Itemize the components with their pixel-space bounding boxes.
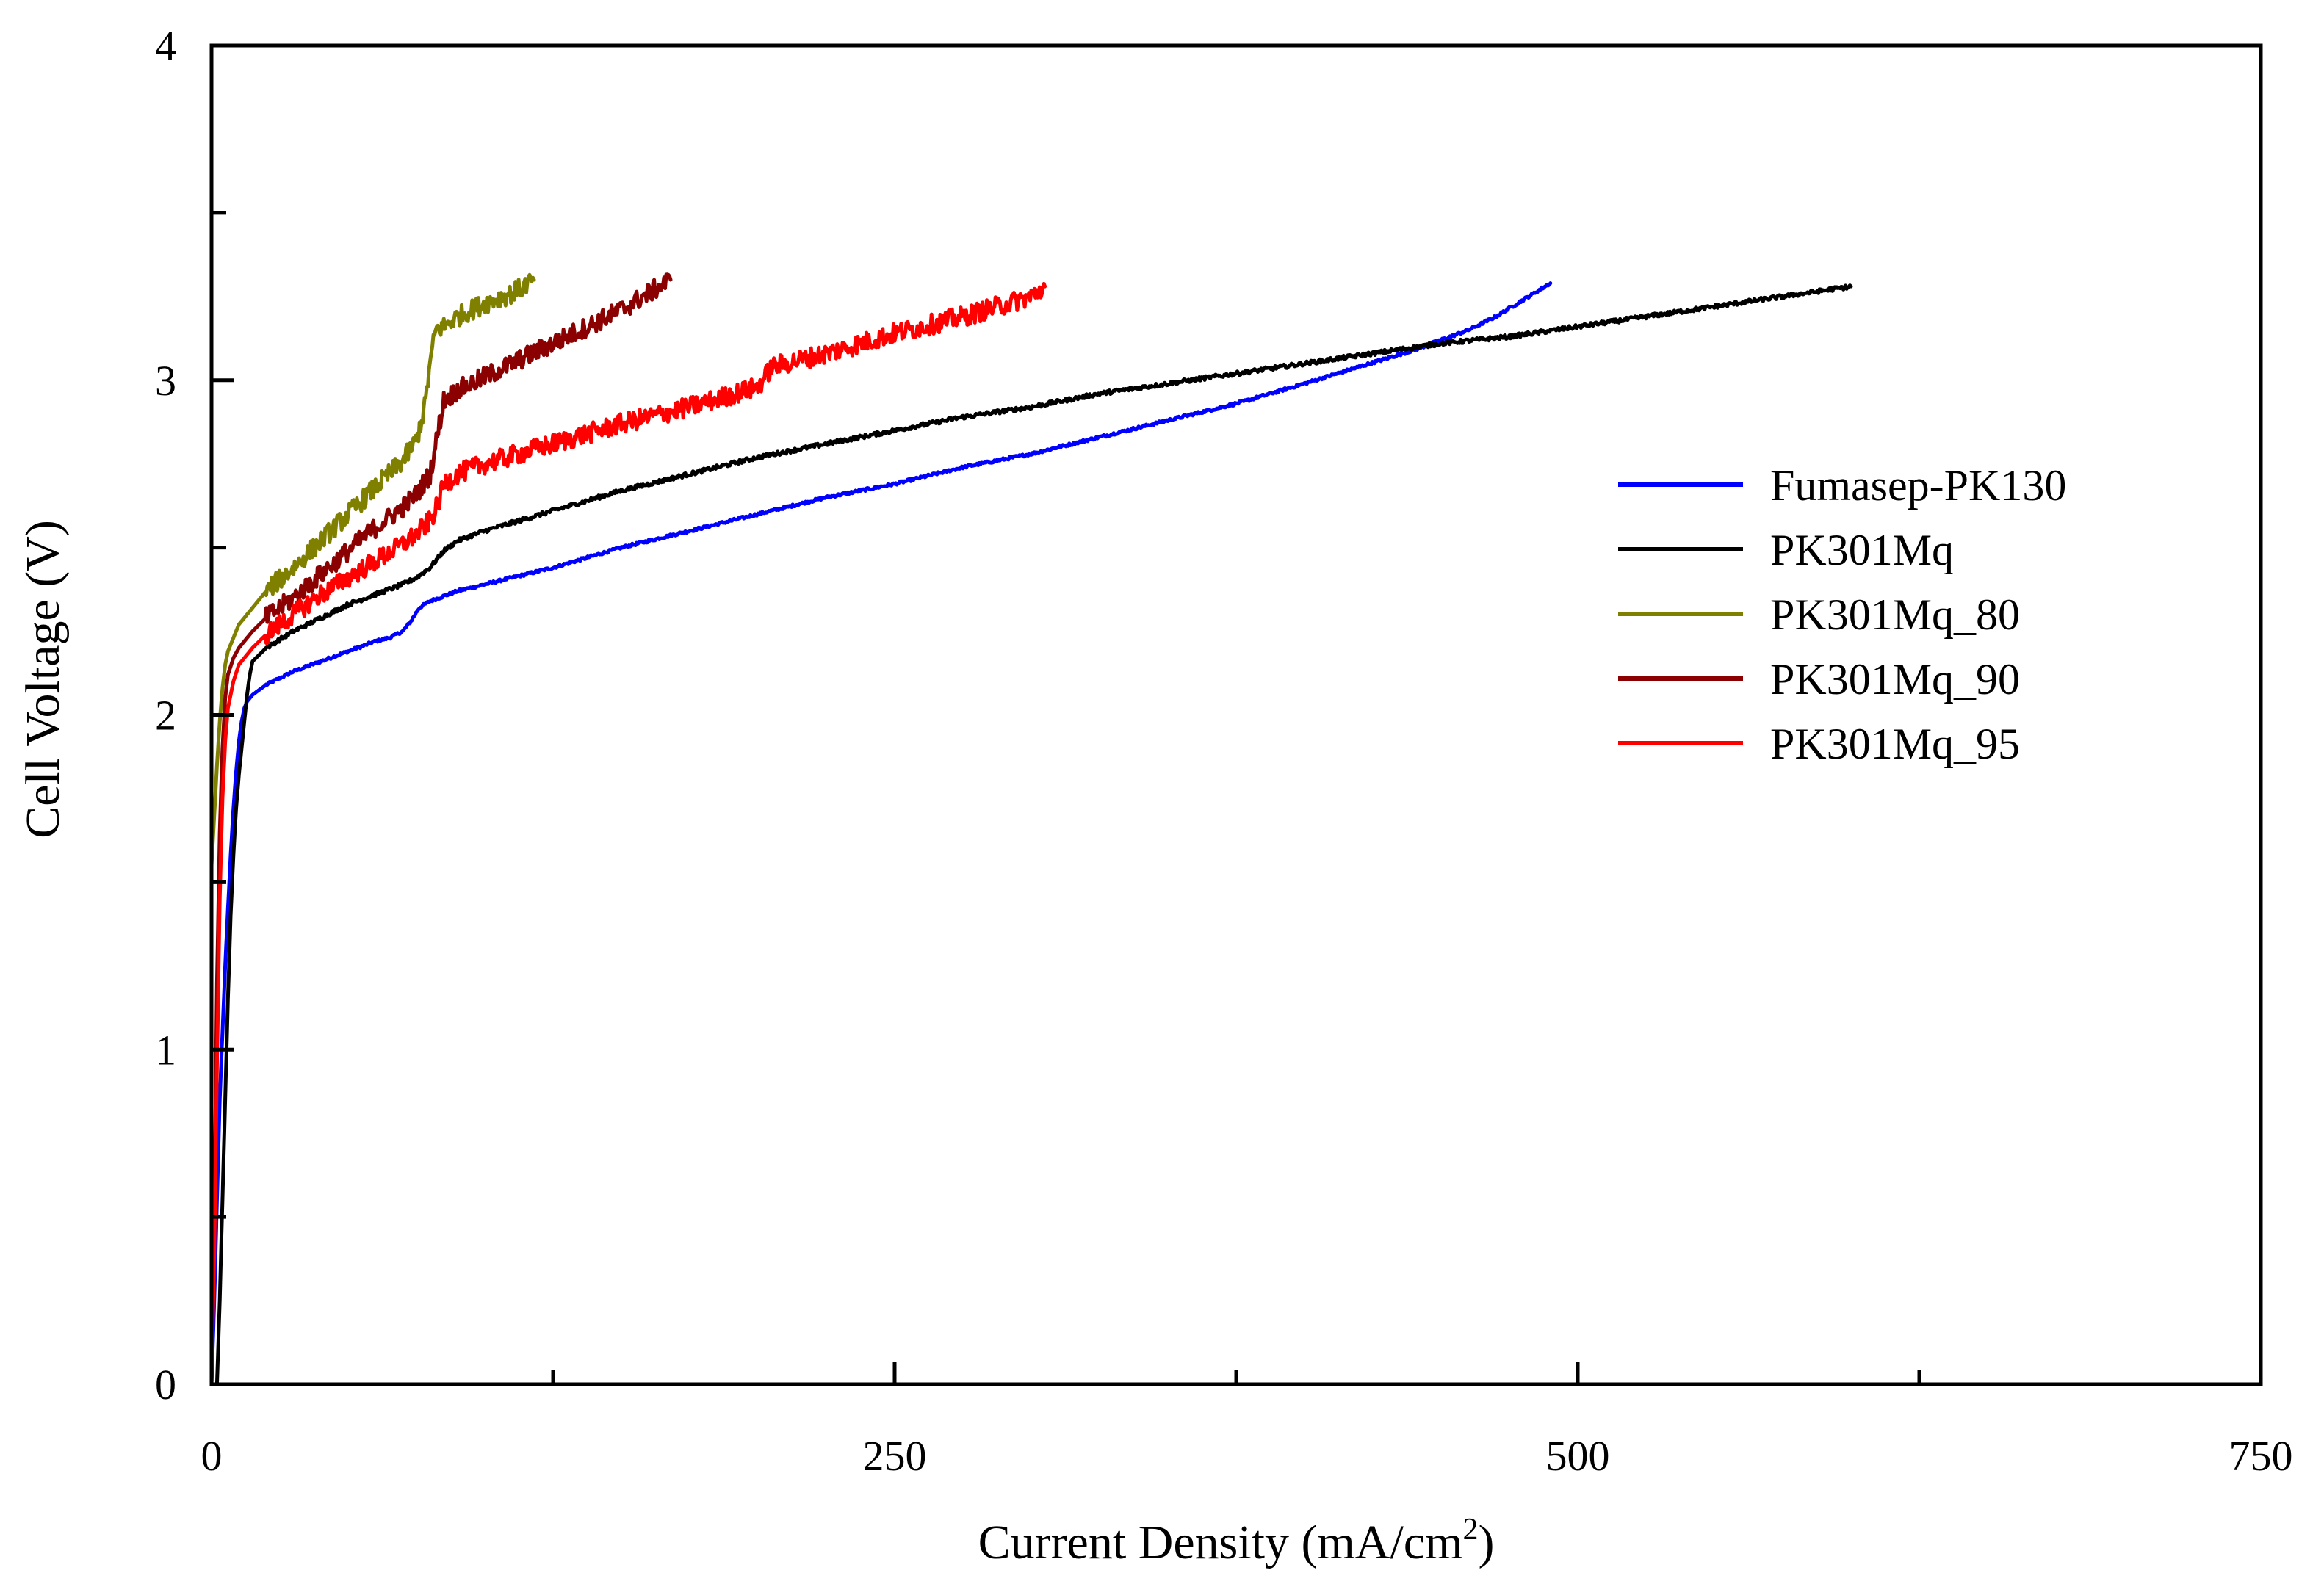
series-line-pk301mq-80 [209, 272, 536, 868]
y-axis-title: Cell Voltage (V) [16, 520, 70, 839]
legend: Fumasep-PK130 PK301Mq PK301Mq_80 PK301Mq_90… [1618, 461, 2066, 768]
series-layer [209, 272, 1853, 1386]
y-tick-label: 2 [155, 692, 176, 739]
y-tick-label: 4 [155, 22, 176, 70]
x-tick-label: 750 [2229, 1432, 2293, 1480]
x-axis-title-suffix: ) [1478, 1516, 1494, 1569]
series-line-pk301mq [214, 283, 1853, 1386]
x-axis-title: Current Density (mA/cm2) [978, 1513, 1495, 1569]
x-tick-label: 500 [1546, 1432, 1610, 1480]
x-tick-label: 250 [863, 1432, 927, 1480]
series-line-pk301mq-95 [209, 281, 1047, 1386]
legend-label: PK301Mq [1770, 526, 1954, 574]
tick-layer [209, 43, 2263, 1386]
legend-label: PK301Mq_90 [1770, 655, 2020, 704]
y-tick-label: 0 [155, 1361, 176, 1408]
x-tick-label: 0 [201, 1432, 223, 1480]
tick-label-layer: 0 250 500 750 0 1 2 3 4 [155, 22, 2293, 1480]
legend-label: PK301Mq_95 [1770, 720, 2020, 768]
series-line-pk301mq-90 [209, 272, 673, 1386]
legend-label: PK301Mq_80 [1770, 590, 2020, 639]
legend-label: Fumasep-PK130 [1770, 461, 2066, 510]
y-tick-label: 3 [155, 357, 176, 405]
series-line-fumasep-pk130 [209, 281, 1553, 1386]
x-axis-title-superscript: 2 [1462, 1513, 1478, 1547]
y-tick-label: 1 [155, 1026, 176, 1074]
